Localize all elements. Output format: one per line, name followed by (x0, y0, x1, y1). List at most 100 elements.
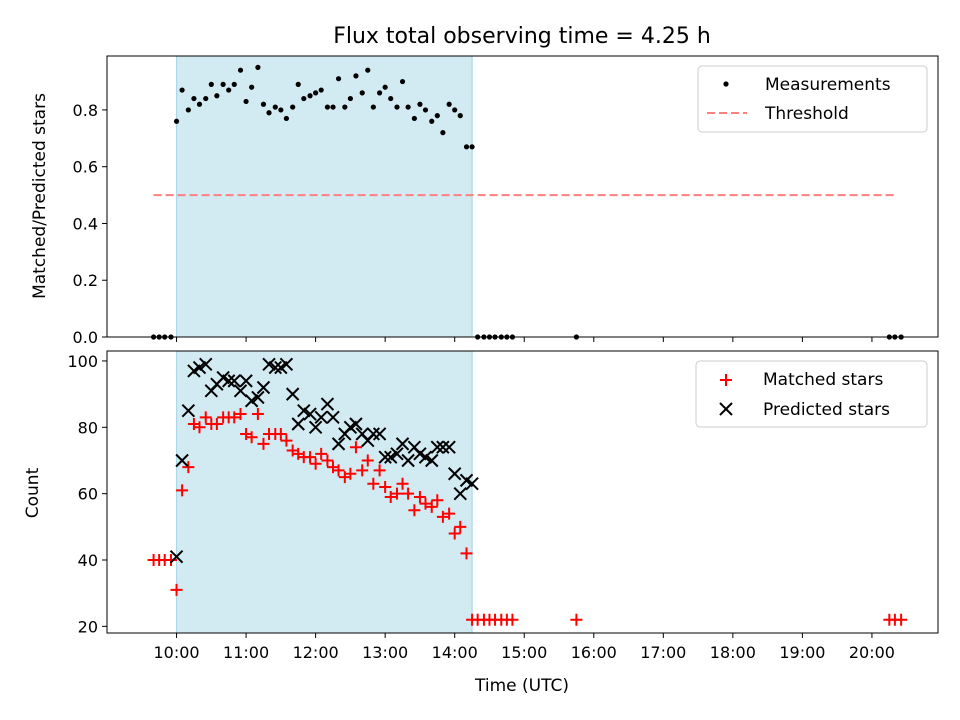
predicted-star-point (239, 374, 253, 388)
bottom-panel: 20 40 60 80 100 10:00 11:00 12:00 13:00 14:00 15:0… (23, 350, 939, 696)
measurement-point (376, 90, 383, 96)
top-legend: Measurements Threshold (697, 65, 928, 133)
x-tick-label: 12:00 (293, 643, 339, 662)
chart-title: Flux total observing time = 4.25 h (333, 24, 711, 49)
measurement-point (255, 64, 261, 70)
measurement-point (370, 104, 376, 110)
matched-star-point (443, 507, 456, 520)
measurement-point (335, 76, 342, 82)
legend-predicted-label: Predicted stars (763, 400, 890, 420)
measurement-point (208, 81, 214, 87)
predicted-star-point (378, 450, 392, 464)
predicted-star-point (425, 453, 439, 468)
measurement-point (457, 113, 463, 119)
top-y-tick-label: 0.4 (73, 214, 98, 233)
matched-star-point (332, 464, 345, 477)
measurement-point (226, 87, 232, 93)
matched-star-point (349, 441, 362, 454)
matched-star-point (210, 417, 223, 430)
matched-star-point (257, 437, 270, 450)
measurement-point (313, 90, 319, 96)
measurement-point (290, 104, 296, 110)
predicted-star-point (233, 384, 248, 398)
matched-star-point (506, 613, 519, 626)
bottom-legend: Matched stars Predicted stars (695, 360, 928, 428)
measurement-point (318, 87, 324, 93)
predicted-star-point (430, 440, 445, 454)
predicted-star-point (326, 410, 340, 425)
bottom-y-tick-label: 80 (78, 418, 98, 437)
top-shaded-region (176, 56, 473, 337)
measurement-point (237, 67, 244, 73)
measurement-point (203, 95, 209, 102)
measurement-point (295, 81, 301, 87)
measurement-point (388, 95, 394, 102)
matched-star-point (199, 411, 212, 424)
legend-matched-marker (720, 374, 732, 386)
predicted-star-point (227, 374, 241, 388)
predicted-star-point (169, 549, 184, 564)
matched-star-point (379, 481, 392, 494)
measurement-point (405, 104, 411, 110)
measurement-point (266, 110, 272, 116)
matched-star-point (251, 408, 264, 421)
measurement-point (446, 101, 452, 107)
measurement-point (231, 81, 237, 87)
matched-star-point (436, 510, 449, 523)
matched-star-point (408, 504, 421, 517)
matched-star-point (274, 427, 287, 440)
matched-star-point (245, 431, 258, 444)
matched-star-point (361, 454, 374, 467)
matched-star-point (460, 547, 473, 560)
measurement-point (249, 84, 255, 90)
matched-star-point (419, 497, 432, 510)
measurement-point (411, 115, 417, 122)
bottom-shaded-region (176, 351, 473, 633)
x-axis-label: Time (UTC) (474, 676, 569, 696)
measurement-point (220, 81, 226, 87)
measurement-point (434, 113, 440, 119)
matched-star-point (234, 408, 247, 421)
top-y-tick-label: 0.6 (73, 158, 98, 177)
predicted-star-point (279, 357, 294, 371)
predicted-star-point (297, 404, 311, 418)
legend-threshold-label: Threshold (764, 104, 849, 124)
measurement-point (185, 107, 191, 113)
predicted-star-point (384, 450, 398, 464)
predicted-star-point (320, 397, 335, 411)
bottom-axes-frame (106, 350, 939, 634)
measurement-point (365, 67, 371, 73)
x-tick-label: 17:00 (640, 643, 686, 662)
matched-star-point (344, 467, 357, 480)
matched-star-point (321, 454, 334, 467)
predicted-star-point (447, 467, 462, 481)
bottom-y-axis-label: Count (23, 467, 43, 518)
measurement-point (191, 95, 197, 102)
bottom-data-marks (147, 357, 908, 626)
measurement-point (272, 104, 278, 110)
matched-star-point (431, 494, 444, 507)
measurement-point (440, 130, 446, 136)
predicted-star-point (262, 357, 276, 371)
x-tick-label: 19:00 (779, 643, 825, 662)
measurement-point (452, 107, 458, 113)
measurement-point (463, 144, 470, 150)
x-tick-label: 14:00 (432, 643, 478, 662)
measurement-point (330, 104, 336, 110)
matched-star-point (448, 527, 461, 540)
matched-star-point (413, 490, 426, 503)
predicted-star-point (366, 427, 381, 441)
x-tick-label: 16:00 (571, 643, 617, 662)
matched-star-point (367, 477, 380, 490)
measurement-point (324, 104, 331, 110)
measurement-point (278, 107, 284, 113)
predicted-star-point (453, 486, 467, 501)
predicted-star-point (285, 387, 300, 401)
top-ticks: 0.0 0.2 0.4 0.6 0.8 (73, 101, 873, 347)
measurement-point (260, 101, 267, 107)
measurement-point (417, 101, 423, 107)
predicted-star-point (436, 440, 450, 454)
matched-star-point (895, 613, 908, 626)
predicted-star-point (192, 360, 207, 375)
matched-star-point (309, 457, 322, 470)
